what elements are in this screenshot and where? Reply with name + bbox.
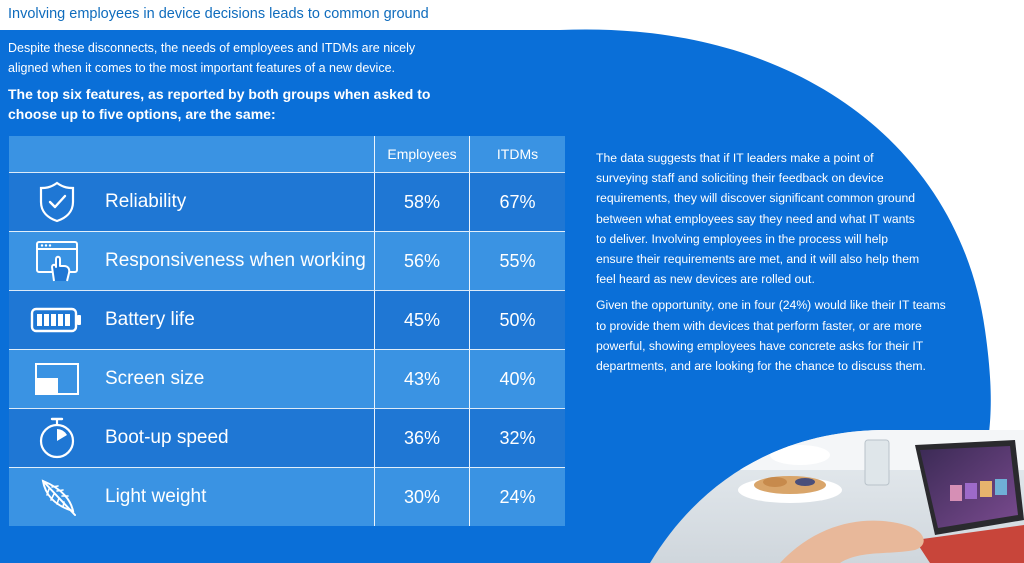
table-row: Responsiveness when working 56% 55% — [9, 231, 565, 290]
page-heading: Involving employees in device decisions … — [8, 6, 429, 22]
stopwatch-icon — [9, 409, 105, 467]
feature-name: Light weight — [105, 468, 375, 526]
itdms-value: 24% — [499, 486, 536, 507]
table-row: Light weight 30% 24% — [9, 467, 565, 526]
feature-name: Reliability — [105, 173, 375, 231]
shield-check-icon — [9, 173, 105, 231]
itdms-value: 50% — [499, 309, 536, 330]
feature-name: Boot-up speed — [105, 409, 375, 467]
feature-name: Battery life — [105, 291, 375, 349]
feature-name: Screen size — [105, 350, 375, 408]
header-icon-cell — [9, 136, 105, 172]
intro-paragraph: Despite these disconnects, the needs of … — [8, 41, 416, 75]
touch-screen-icon — [9, 232, 105, 290]
lead-paragraph: The top six features, as reported by bot… — [8, 86, 431, 122]
right-paragraph-2: Given the opportunity, one in four (24%)… — [596, 298, 946, 374]
screen-size-icon — [9, 350, 105, 408]
table-row: Reliability 58% 67% — [9, 172, 565, 231]
employees-value: 45% — [375, 291, 470, 349]
employees-value: 36% — [375, 409, 470, 467]
battery-icon — [9, 291, 105, 349]
feather-icon — [9, 468, 105, 526]
table-row: Screen size 43% 40% — [9, 349, 565, 408]
itdms-value: 40% — [499, 368, 536, 389]
employees-value: 43% — [375, 350, 470, 408]
features-table: Employees ITDMs Reliability 58% 67% Resp — [9, 136, 565, 526]
employees-value: 56% — [375, 232, 470, 290]
header-employees: Employees — [375, 136, 470, 172]
itdms-value: 55% — [499, 250, 536, 271]
header-feature-cell — [105, 136, 375, 172]
itdms-value: 67% — [499, 191, 536, 212]
employees-value: 30% — [375, 468, 470, 526]
table-header-row: Employees ITDMs — [9, 136, 565, 172]
itdms-value: 32% — [499, 427, 536, 448]
header-itdms: ITDMs — [496, 146, 539, 162]
table-row: Battery life 45% 50% — [9, 290, 565, 349]
right-column-text: The data suggests that if IT leaders mak… — [596, 148, 956, 382]
right-paragraph-1: The data suggests that if IT leaders mak… — [596, 151, 920, 287]
feature-name: Responsiveness when working — [105, 232, 375, 290]
table-row: Boot-up speed 36% 32% — [9, 408, 565, 467]
employees-value: 58% — [375, 173, 470, 231]
